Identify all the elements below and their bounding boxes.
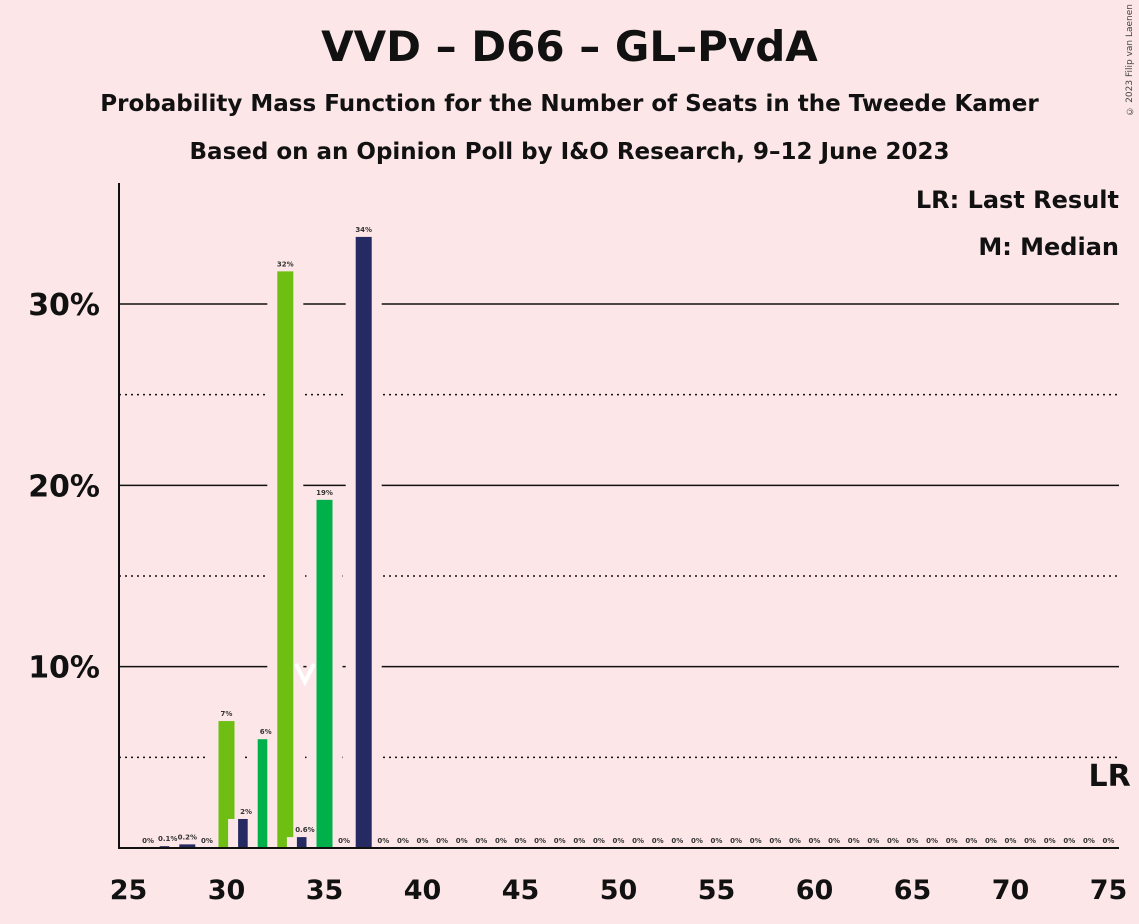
bar-label-seat-52: 0% <box>652 837 664 845</box>
bar-label-seat-58: 0% <box>769 837 781 845</box>
axes-group: 10% 20% 30% 25 30 35 40 45 50 55 60 65 70 75 <box>28 183 1127 906</box>
bar-label-seat-59: 0% <box>789 837 801 845</box>
bar-label-seat-53: 0% <box>671 837 683 845</box>
x-tick-label: 40 <box>404 875 442 906</box>
bar-seat-33 <box>277 271 294 848</box>
bar-label-seat-42: 0% <box>456 837 468 845</box>
chart-title: VVD – D66 – GL–PvdA <box>321 22 818 71</box>
bar-label-seat-34: 0.6% <box>295 826 314 834</box>
bar-label-seat-29: 0% <box>201 837 213 845</box>
x-tick-label: 60 <box>796 875 834 906</box>
bar-label-seat-39: 0% <box>397 837 409 845</box>
bar-label-seat-64: 0% <box>887 837 899 845</box>
bar-label-seat-27: 0.1% <box>158 835 177 843</box>
bar-label-seat-65: 0% <box>907 837 919 845</box>
bar-label-seat-55: 0% <box>711 837 723 845</box>
bar-label-seat-43: 0% <box>475 837 487 845</box>
legend-last-result: LR: Last Result <box>915 186 1119 214</box>
bars-group <box>149 236 382 848</box>
bar-label-seat-38: 0% <box>377 837 389 845</box>
bar-label-seat-56: 0% <box>730 837 742 845</box>
x-tick-label: 55 <box>698 875 736 906</box>
x-tick-label: 45 <box>502 875 540 906</box>
x-tick-label: 35 <box>306 875 344 906</box>
bar-label-seat-62: 0% <box>848 837 860 845</box>
bar-label-seat-75: 0% <box>1103 837 1115 845</box>
bar-label-seat-68: 0% <box>965 837 977 845</box>
x-tick-label: 50 <box>600 875 638 906</box>
bar-label-seat-33: 32% <box>277 260 294 268</box>
bar-label-seat-30: 7% <box>221 710 233 718</box>
x-tick-label: 75 <box>1090 875 1128 906</box>
bar-label-seat-61: 0% <box>828 837 840 845</box>
bar-label-seat-45: 0% <box>515 837 527 845</box>
bar-label-seat-63: 0% <box>867 837 879 845</box>
x-tick-label: 65 <box>894 875 932 906</box>
bar-label-seat-57: 0% <box>750 837 762 845</box>
bar-label-seat-31: 2% <box>240 808 252 816</box>
bar-label-seat-69: 0% <box>985 837 997 845</box>
bar-label-seat-70: 0% <box>1005 837 1017 845</box>
bar-label-seat-46: 0% <box>534 837 546 845</box>
bar-label-seat-37: 34% <box>355 226 372 234</box>
bar-label-seat-32: 6% <box>260 728 272 736</box>
bar-seat-37 <box>355 236 372 848</box>
bar-seat-34 <box>296 837 313 848</box>
bar-label-seat-36: 0% <box>338 837 350 845</box>
median-marker <box>294 663 316 687</box>
bar-label-seat-44: 0% <box>495 837 507 845</box>
bar-label-seat-71: 0% <box>1024 837 1036 845</box>
x-tick-label: 30 <box>208 875 246 906</box>
y-tick-label: 20% <box>28 469 100 504</box>
bar-label-seat-50: 0% <box>613 837 625 845</box>
bar-seat-35 <box>316 499 333 848</box>
bar-label-seat-40: 0% <box>417 837 429 845</box>
x-tick-label: 70 <box>992 875 1030 906</box>
y-tick-label: 10% <box>28 651 100 686</box>
bar-label-seat-67: 0% <box>946 837 958 845</box>
bar-label-seat-41: 0% <box>436 837 448 845</box>
bar-label-seat-49: 0% <box>593 837 605 845</box>
bar-label-seat-66: 0% <box>926 837 938 845</box>
last-result-marker: LR <box>1089 759 1131 794</box>
bar-label-seat-73: 0% <box>1063 837 1075 845</box>
bar-seat-30 <box>218 721 235 848</box>
x-tick-label: 25 <box>110 875 148 906</box>
bar-label-seat-54: 0% <box>691 837 703 845</box>
bar-label-seat-48: 0% <box>573 837 585 845</box>
bar-labels-group: 0% 0.1% 0.2% 0% 7% 2% 6% 32% 0.6% 19% 0% 34% 0% 0% 0% 0… <box>142 226 1131 845</box>
bar-label-seat-26: 0% <box>142 837 154 845</box>
bar-label-seat-60: 0% <box>809 837 821 845</box>
bar-label-seat-35: 19% <box>316 489 333 497</box>
bar-label-seat-51: 0% <box>632 837 644 845</box>
bar-label-seat-28: 0.2% <box>178 833 197 841</box>
chart-source: Based on an Opinion Poll by I&O Research… <box>189 139 950 165</box>
bar-label-seat-47: 0% <box>554 837 566 845</box>
bar-label-seat-72: 0% <box>1044 837 1056 845</box>
y-tick-label: 30% <box>28 288 100 323</box>
legend-median: M: Median <box>978 233 1119 261</box>
bar-seat-28 <box>179 844 196 848</box>
chart-subtitle: Probability Mass Function for the Number… <box>100 91 1039 117</box>
bar-label-seat-74: 0% <box>1083 837 1095 845</box>
